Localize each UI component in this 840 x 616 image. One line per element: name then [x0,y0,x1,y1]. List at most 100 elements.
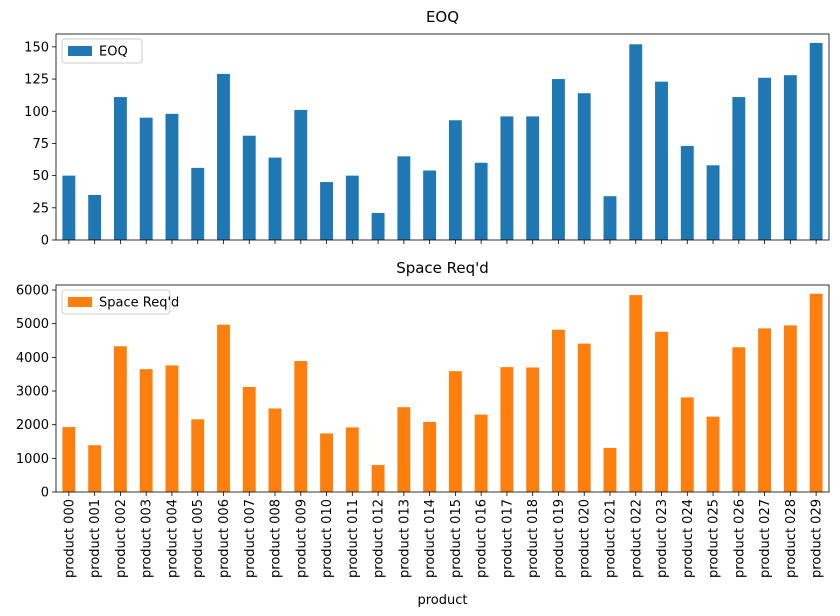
bar-product-002 [113,346,127,492]
chart-title: Space Req'd [396,259,489,277]
plot-frame [55,33,830,241]
bar-product-007 [242,386,256,492]
x-tick-label: product 024 [681,499,696,578]
y-tick-label: 75 [32,137,49,152]
bar-product-012 [371,212,385,240]
y-tick-label: 25 [32,201,49,216]
bar-product-001 [88,445,102,492]
y-tick-label: 0 [41,486,49,501]
bar-product-029 [809,43,823,241]
bar-product-010 [320,182,333,240]
y-tick-label: 50 [32,169,49,184]
legend-box [61,289,171,315]
bar-product-006 [217,324,230,492]
x-tick-label: product 012 [372,499,387,578]
y-tick-label: 1000 [16,452,49,467]
bar-product-014 [423,170,437,240]
x-tick-label: product 025 [707,499,722,578]
y-tick-label: 4000 [16,351,49,366]
bar-product-016 [474,162,488,240]
bar-product-007 [242,135,256,240]
bar-product-011 [345,427,359,492]
bar-product-019 [552,79,565,240]
x-tick-label: product 010 [320,499,335,578]
bar-product-005 [191,419,205,492]
x-tick-label: product 028 [784,499,799,578]
x-tick-label: product 026 [732,499,747,578]
bar-product-023 [655,331,668,492]
bar-product-009 [294,361,308,492]
x-tick-label: product 017 [500,499,515,578]
bar-product-010 [320,433,333,492]
x-tick-label: product 014 [423,499,438,578]
bar-product-024 [680,397,694,492]
x-tick-label: product 019 [552,499,567,578]
x-tick-label: product 020 [578,499,593,578]
x-tick-label: product 008 [269,499,284,578]
legend-label: EOQ [99,45,128,60]
bar-product-019 [552,329,565,492]
bar-product-022 [629,295,643,492]
bar-product-025 [706,416,720,492]
bar-product-020 [577,93,591,240]
x-tick-label: product 002 [114,499,129,578]
x-tick-label: product 016 [475,499,490,578]
bar-product-023 [655,81,668,240]
y-tick-label: 2000 [16,418,49,433]
bar-product-004 [165,113,179,240]
x-tick-label: product 009 [294,499,309,578]
chart-title: EOQ [426,8,459,26]
y-tick-label: 100 [24,105,49,120]
bar-product-026 [732,347,746,492]
x-tick-label: product 004 [165,499,180,578]
bar-product-029 [809,293,823,492]
bar-product-002 [113,97,127,240]
x-tick-label: product 007 [243,499,258,578]
x-tick-label: product 021 [603,499,618,578]
bar-product-013 [397,407,411,492]
bar-product-024 [680,146,694,240]
bar-product-001 [88,194,102,240]
legend-swatch [68,46,92,56]
bar-product-008 [268,408,282,492]
y-tick-label: 150 [24,40,49,55]
x-tick-label: product 027 [758,499,773,578]
bar-product-026 [732,97,746,240]
bar-product-008 [268,157,282,240]
x-tick-label: product 005 [191,499,206,578]
bar-product-027 [758,328,772,492]
x-tick-label: product 003 [140,499,155,578]
bar-product-004 [165,365,179,492]
bar-product-013 [397,156,411,240]
plot-frame [55,284,830,493]
x-tick-label: product 000 [62,499,77,578]
y-tick-label: 125 [24,73,49,88]
bar-product-016 [474,414,488,492]
bar-product-014 [423,421,437,492]
legend-swatch [68,297,92,307]
bar-product-021 [603,196,617,240]
bar-product-015 [448,371,462,492]
bar-product-027 [758,77,772,240]
bar-product-025 [706,165,720,240]
bar-product-017 [500,116,514,240]
bar-product-000 [62,427,76,492]
bar-product-011 [345,175,359,241]
bar-product-005 [191,167,205,240]
bar-product-018 [526,116,540,240]
x-tick-label: product 006 [217,499,232,578]
x-tick-label: product 011 [346,499,361,578]
bar-product-009 [294,109,308,241]
legend-box [61,38,143,64]
bar-product-018 [526,367,540,492]
bar-product-000 [62,175,76,241]
x-tick-label: product 015 [449,499,464,578]
bar-product-015 [448,120,462,240]
bar-product-021 [603,447,617,492]
x-tick-label: product 001 [88,499,103,578]
bar-product-028 [783,75,797,240]
y-tick-label: 5000 [16,317,49,332]
y-tick-label: 3000 [16,385,49,400]
y-tick-label: 6000 [16,284,49,299]
